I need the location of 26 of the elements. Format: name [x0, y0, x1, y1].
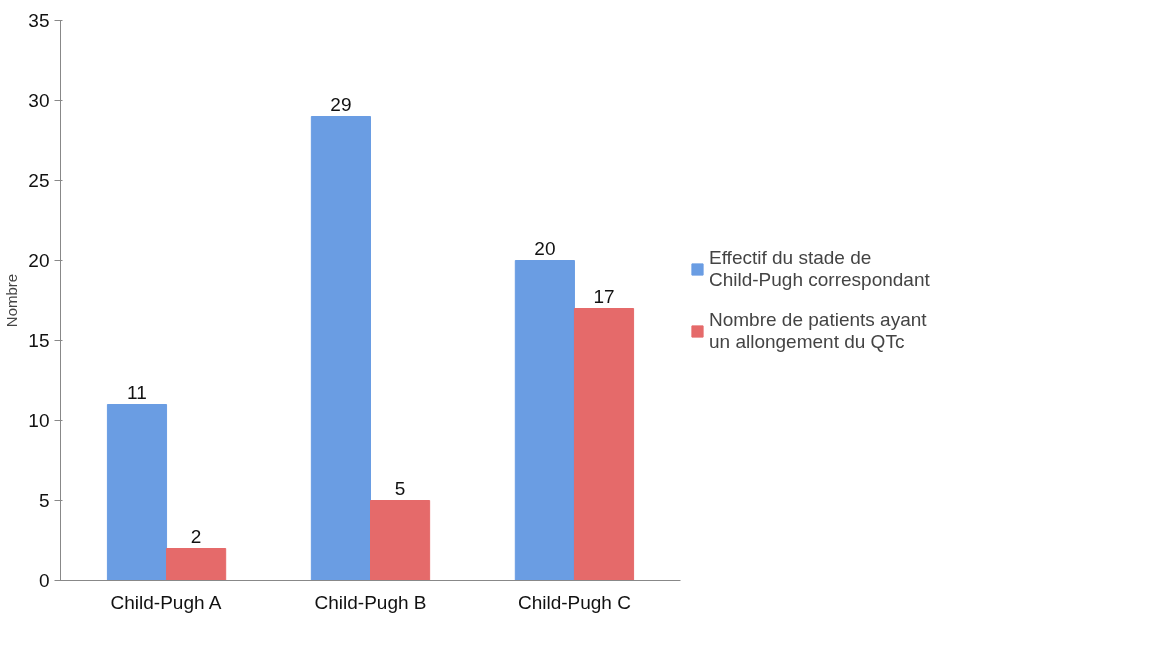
- y-tick-label: 5: [38, 490, 50, 511]
- x-tick-label: Child-Pugh A: [110, 591, 222, 613]
- data-label: 29: [330, 93, 352, 115]
- bar: [106, 404, 168, 581]
- x-tick-label: Child-Pugh B: [314, 591, 427, 613]
- y-tick-label: 10: [28, 410, 50, 431]
- y-tick-label: 25: [28, 170, 50, 191]
- y-tick-label: 30: [28, 90, 50, 111]
- y-tick-label: 0: [38, 570, 50, 591]
- y-tick-label: 20: [28, 250, 50, 271]
- data-label: 11: [127, 381, 147, 403]
- bar: [514, 260, 575, 581]
- bar: [370, 500, 431, 581]
- x-tick-label: Child-Pugh C: [517, 591, 631, 613]
- y-axis-title: Nombre: [3, 273, 21, 328]
- data-label: 2: [190, 525, 202, 547]
- bar: [573, 308, 635, 581]
- bar: [166, 548, 227, 581]
- data-label: 17: [593, 285, 615, 307]
- data-label: 20: [534, 237, 556, 259]
- y-tick-label: 15: [28, 330, 50, 351]
- y-tick-label: 35: [28, 10, 50, 31]
- bar: [310, 116, 371, 581]
- data-label: 5: [394, 477, 406, 499]
- legend-label: Nombre de patients ayant un allongement du QTc: [709, 309, 927, 353]
- legend-label: Effectif du stade de Child-Pugh correspondant: [709, 247, 930, 291]
